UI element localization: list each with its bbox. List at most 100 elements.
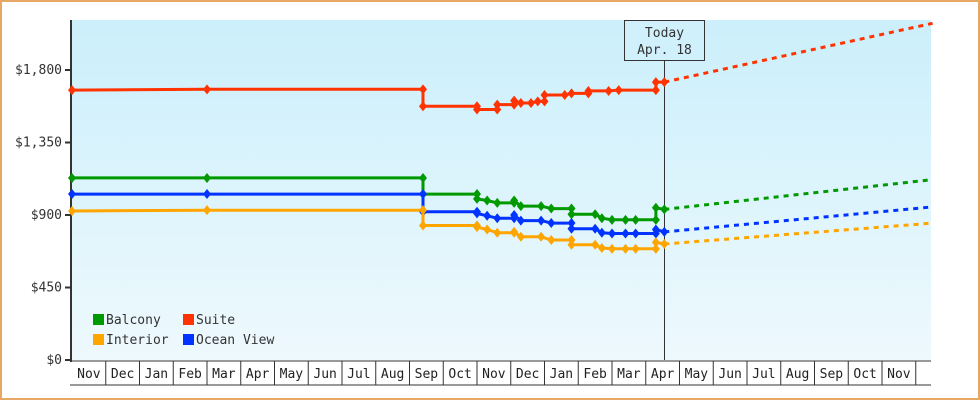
data-point[interactable] [493,99,502,110]
data-point[interactable] [567,209,576,220]
data-point[interactable] [203,172,211,183]
data-point[interactable] [608,228,616,239]
data-point[interactable] [660,204,669,215]
data-point[interactable] [68,172,76,183]
data-point[interactable] [540,96,549,107]
data-point[interactable] [537,215,546,226]
data-point[interactable] [597,213,606,224]
data-point[interactable] [510,95,519,106]
data-point[interactable] [68,205,76,216]
data-point[interactable] [547,203,556,214]
data-point[interactable] [419,189,427,200]
x-month-label: Feb [178,367,202,382]
data-point[interactable] [660,77,669,88]
data-point[interactable] [547,218,556,229]
data-point[interactable] [419,172,427,183]
data-point[interactable] [608,214,616,225]
data-point[interactable] [660,239,669,249]
legend: Balcony Suite Interior Ocean View [93,313,274,348]
data-point[interactable] [483,224,492,235]
data-point[interactable] [597,227,606,238]
legend-item-suite[interactable]: Suite [183,313,235,328]
legend-item-ocean-view[interactable]: Ocean View [183,333,274,348]
data-point[interactable] [419,84,427,95]
data-point[interactable] [533,96,542,107]
data-point[interactable] [537,201,546,212]
data-point[interactable] [510,226,519,237]
data-point[interactable] [473,222,481,233]
data-point[interactable] [516,98,525,109]
legend-label: Suite [196,313,235,328]
legend-item-balcony[interactable]: Balcony [93,313,161,328]
data-point[interactable] [651,202,660,213]
data-point[interactable] [584,85,593,96]
data-point[interactable] [419,220,427,231]
legend-label: Interior [106,333,169,348]
data-point[interactable] [621,243,630,254]
data-point[interactable] [203,205,211,216]
legend-swatch [93,334,104,345]
x-month-label: May [685,367,709,382]
data-point[interactable] [567,223,576,234]
data-point[interactable] [510,210,519,220]
data-point[interactable] [203,189,211,200]
series-ocean-view [68,189,933,239]
data-point[interactable] [527,98,535,109]
data-point[interactable] [631,243,640,254]
data-point[interactable] [516,201,525,212]
data-point[interactable] [651,214,660,225]
data-point[interactable] [608,243,616,254]
data-point[interactable] [537,231,546,242]
data-point[interactable] [510,195,519,206]
data-point[interactable] [651,224,660,235]
data-point[interactable] [473,193,481,204]
data-point[interactable] [516,231,525,242]
data-point[interactable] [68,85,76,96]
data-point[interactable] [493,197,502,208]
x-month-label: Dec [516,367,539,382]
legend-item-interior[interactable]: Interior [93,333,169,348]
data-point[interactable] [567,203,576,214]
data-point[interactable] [203,84,211,95]
data-point[interactable] [473,208,481,219]
data-point[interactable] [651,77,660,88]
data-point[interactable] [621,228,630,239]
data-point[interactable] [516,215,525,226]
x-month-label: May [280,367,304,382]
data-point[interactable] [651,237,660,248]
plot-area [72,20,931,360]
data-point[interactable] [651,243,660,254]
data-point[interactable] [604,85,613,96]
data-point[interactable] [540,89,549,100]
data-point[interactable] [473,104,481,115]
data-point[interactable] [560,89,569,100]
data-point[interactable] [631,214,640,225]
data-point[interactable] [597,243,606,254]
today-date: Apr. 18 [637,43,692,58]
data-point[interactable] [483,210,492,221]
data-point[interactable] [591,209,600,220]
x-month-label: Apr [246,367,270,382]
data-point[interactable] [419,205,427,216]
data-point[interactable] [547,234,556,245]
data-point[interactable] [567,218,576,229]
data-point[interactable] [591,239,600,250]
data-point[interactable] [631,228,640,239]
data-point[interactable] [419,101,427,112]
data-point[interactable] [591,223,600,234]
data-point[interactable] [660,226,669,237]
data-point[interactable] [493,213,502,224]
data-point[interactable] [651,85,660,96]
y-tick-label: $1,800 [15,63,62,78]
data-point[interactable] [483,195,492,206]
data-point[interactable] [567,88,576,99]
x-axis: Nov Dec Jan Feb Mar Apr May Jun Jul Aug Sep Oct Nov D… [70,360,931,386]
x-month-label: Nov [482,367,506,382]
data-point[interactable] [621,214,630,225]
data-point[interactable] [567,239,576,250]
x-month-label: Mar [617,367,641,382]
data-point[interactable] [68,189,76,200]
data-point[interactable] [493,227,502,238]
data-point[interactable] [614,85,623,96]
